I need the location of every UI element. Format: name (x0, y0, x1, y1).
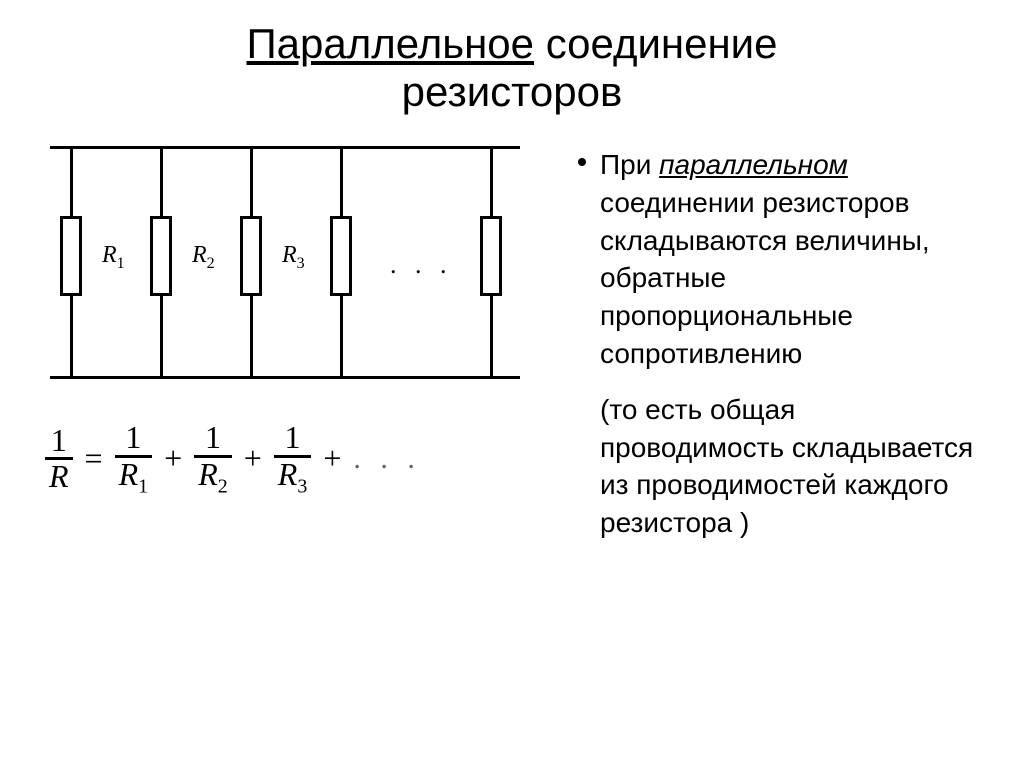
p1-post: соединении резисторов складываются велич… (600, 187, 930, 369)
plus-sign: + (323, 440, 341, 477)
paragraph-1: При параллельном соединении резисторов с… (570, 146, 984, 373)
p2-text: (то есть общая проводимость складывается… (600, 394, 973, 538)
fraction-numerator: 1 (281, 421, 305, 455)
circuit-diagram: R1 R2 R3 . . . (50, 136, 530, 396)
wire-branch-top (490, 146, 493, 216)
wire-top (50, 146, 520, 149)
left-column: R1R2R3. . . 1R=1R1+1R2+1R3+. . . (40, 136, 540, 560)
resistor (150, 216, 172, 296)
wire-branch-top (250, 146, 253, 216)
title-line1: Параллельное соединение (40, 20, 984, 68)
slide-title: Параллельное соединение резисторов (40, 20, 984, 116)
title-line2: резисторов (40, 68, 984, 116)
plus-sign: + (164, 440, 182, 477)
fraction-denominator: R3 (274, 458, 312, 497)
formula: 1R=1R1+1R2+1R3+. . . (45, 421, 540, 497)
right-column: При параллельном соединении резисторов с… (570, 136, 984, 560)
content-row: R1R2R3. . . 1R=1R1+1R2+1R3+. . . При пар… (40, 136, 984, 560)
resistor (330, 216, 352, 296)
equals-sign: = (85, 440, 103, 477)
resistor (60, 216, 82, 296)
fraction-numerator: 1 (121, 421, 145, 455)
p1-em: параллельном (659, 149, 848, 180)
fraction: 1R1 (115, 421, 153, 497)
paragraph-2: (то есть общая проводимость складывается… (570, 391, 984, 542)
wire-branch-bottom (160, 296, 163, 376)
wire-bottom (50, 376, 520, 379)
fraction: 1R2 (194, 421, 232, 497)
resistor (480, 216, 502, 296)
wire-branch-bottom (250, 296, 253, 376)
fraction-numerator: 1 (201, 421, 225, 455)
fraction-numerator: 1 (47, 424, 71, 458)
fraction-denominator: R2 (194, 458, 232, 497)
formula-ellipsis: . . . (353, 442, 421, 476)
bullet-icon (578, 158, 586, 166)
wire-branch-top (160, 146, 163, 216)
wire-branch-top (70, 146, 73, 216)
wire-branch-bottom (70, 296, 73, 376)
plus-sign: + (244, 440, 262, 477)
title-underlined-word: Параллельное (246, 20, 534, 67)
fraction-denominator: R (45, 460, 73, 494)
fraction: 1R3 (274, 421, 312, 497)
resistor-label: R1 (102, 242, 125, 273)
circuit-ellipsis: . . . (390, 250, 453, 280)
resistor-label: R3 (282, 242, 305, 273)
title-rest: соединение (534, 20, 777, 67)
fraction: 1R (45, 424, 73, 494)
fraction-denominator: R1 (115, 458, 153, 497)
resistor (240, 216, 262, 296)
p1-pre: При (600, 149, 659, 180)
wire-branch-top (340, 146, 343, 216)
wire-branch-bottom (490, 296, 493, 376)
resistor-label: R2 (192, 242, 215, 273)
wire-branch-bottom (340, 296, 343, 376)
